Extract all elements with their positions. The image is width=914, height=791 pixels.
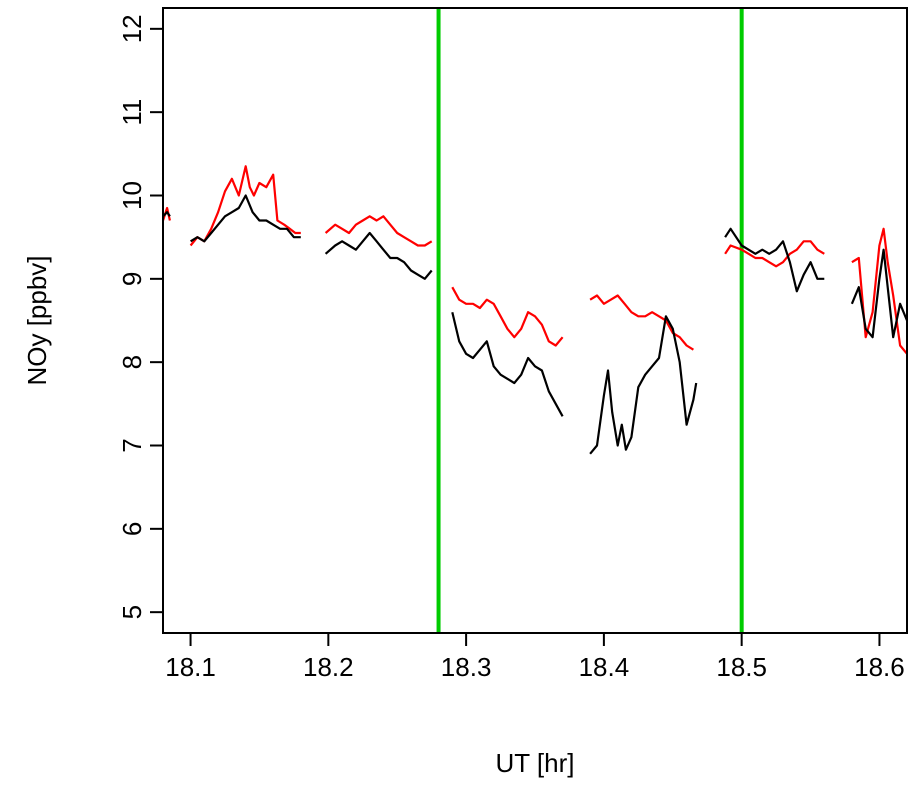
x-tick-label: 18.5 xyxy=(716,652,767,682)
series-0-segment-2 xyxy=(324,215,433,247)
y-tick-label: 7 xyxy=(117,438,147,452)
x-tick-label: 18.2 xyxy=(303,652,354,682)
y-tick-label: 10 xyxy=(117,181,147,210)
y-tick-label: 5 xyxy=(117,605,147,619)
plot-frame xyxy=(162,7,908,634)
y-tick-label: 11 xyxy=(117,99,147,126)
y-tick-label: 12 xyxy=(117,14,147,43)
series-0-segment-3 xyxy=(451,286,564,347)
y-tick-label: 9 xyxy=(117,272,147,286)
x-tick-label: 18.6 xyxy=(854,652,905,682)
series-1-segment-6 xyxy=(850,248,909,339)
x-axis: 18.1 18.2 18.3 18.4 18.5 18.6 xyxy=(165,633,905,682)
series-1-segment-3 xyxy=(451,311,564,417)
y-tick-label: 6 xyxy=(117,522,147,536)
series-0-segment-5 xyxy=(724,240,825,268)
y-axis-title: NOy [ppbv] xyxy=(22,255,52,385)
series-1-segment-1 xyxy=(190,194,301,243)
series-0-segment-1 xyxy=(189,165,301,247)
y-tick-label: 8 xyxy=(117,355,147,369)
series-lines xyxy=(161,165,909,455)
x-tick-label: 18.1 xyxy=(165,652,216,682)
x-tick-label: 18.3 xyxy=(441,652,492,682)
series-1-segment-5 xyxy=(724,227,825,293)
series-1-segment-0 xyxy=(162,211,171,218)
y-axis: 5 6 7 8 9 10 11 12 xyxy=(117,14,163,619)
series-1-segment-4 xyxy=(589,315,698,455)
series-0-segment-4 xyxy=(589,294,694,351)
vertical-markers xyxy=(436,8,744,633)
x-axis-title: UT [hr] xyxy=(496,748,575,778)
x-tick-label: 18.4 xyxy=(579,652,630,682)
series-1-segment-2 xyxy=(324,231,433,280)
